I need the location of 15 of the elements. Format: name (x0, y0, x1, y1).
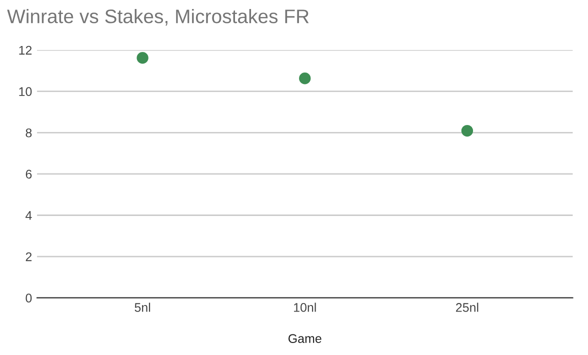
y-tick-label: 6 (26, 170, 32, 179)
chart-title: Winrate vs Stakes, Microstakes FR (7, 8, 309, 26)
y-tick-label: 0 (26, 294, 32, 302)
y-tick-label: 2 (26, 252, 32, 262)
point (461, 124, 474, 137)
x-tick-label: 10nl (294, 302, 316, 312)
point (136, 52, 148, 64)
x-axis-title: Game (288, 334, 322, 343)
y-tick-label: 10 (19, 87, 32, 96)
y-tick-label: 12 (19, 46, 32, 55)
point (299, 72, 311, 84)
x-tick-label: 5nl (134, 302, 150, 312)
x-tick-label: 25nl (456, 302, 478, 312)
y-tick-label: 8 (26, 128, 32, 138)
y-tick-label: 4 (26, 211, 32, 220)
